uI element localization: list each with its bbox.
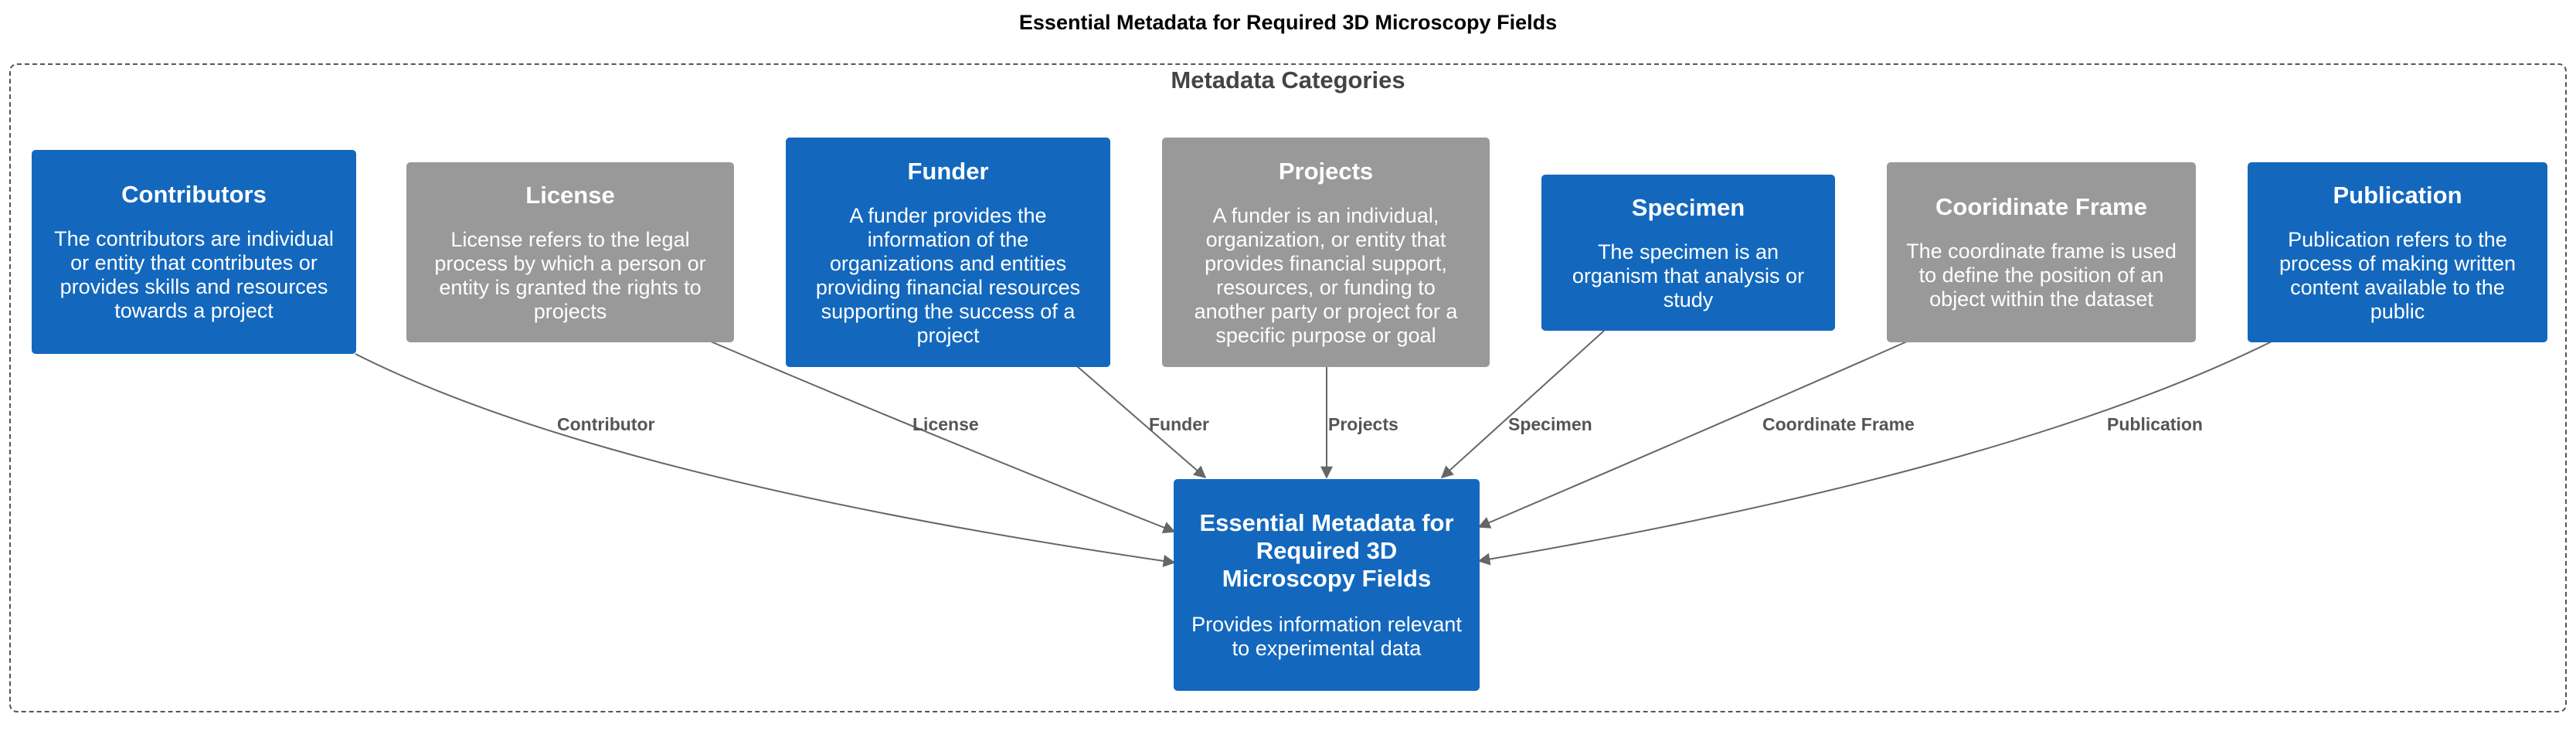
edge-label-funder: Funder: [1149, 414, 1209, 434]
category-title: Specimen: [1631, 193, 1745, 221]
edge-label-publication: Publication: [2107, 414, 2203, 434]
category-title: License: [525, 181, 615, 209]
category-title: Projects: [1278, 157, 1374, 185]
edge-funder: [1076, 366, 1207, 479]
edge-label-coordinate-frame: Coordinate Frame: [1762, 414, 1915, 434]
boundary-label: Metadata Categories: [1171, 66, 1405, 94]
edge-coordinate-frame: [1477, 341, 1908, 529]
category-description: The contributors are individual or entit…: [54, 227, 334, 322]
category-box-license: License License refers to the legal proc…: [406, 162, 734, 342]
edge-contributors: [355, 353, 1176, 567]
edge-license: [710, 341, 1176, 534]
target-title: Essential Metadata for Required 3D Micro…: [1199, 509, 1454, 592]
edge-label-specimen: Specimen: [1508, 414, 1592, 434]
target-box: Essential Metadata for Required 3D Micro…: [1174, 479, 1480, 691]
edge-label-contributor: Contributor: [557, 414, 655, 434]
category-description: Publication refers to the process of mak…: [2279, 227, 2517, 323]
edge-label-license: License: [912, 414, 979, 434]
category-box-specimen: Specimen The specimen is an organism tha…: [1541, 175, 1835, 331]
category-description: The coordinate frame is used to define t…: [1906, 240, 2177, 311]
category-title: Cooridinate Frame: [1935, 193, 2147, 220]
category-box-publication: Publication Publication refers to the pr…: [2248, 162, 2547, 342]
category-description: A funder is an individual, organization,…: [1194, 203, 1458, 347]
target-description: Provides information relevant to experim…: [1191, 613, 1462, 660]
category-box-funder: Funder A funder provides the information…: [786, 138, 1110, 367]
edge-publication: [1477, 341, 2272, 566]
metadata-categories-boundary: [9, 63, 2567, 712]
category-box-projects: Projects A funder is an individual, orga…: [1162, 138, 1490, 367]
category-box-coordinate-frame: Cooridinate Frame The coordinate frame i…: [1887, 162, 2196, 342]
edge-specimen: [1440, 330, 1605, 479]
category-title: Funder: [907, 157, 989, 185]
category-box-contributors: Contributors The contributors are indivi…: [32, 150, 356, 354]
category-description: A funder provides the information of the…: [815, 203, 1081, 347]
category-title: Contributors: [121, 181, 267, 208]
edge-label-projects: Projects: [1328, 414, 1398, 434]
category-title: Publication: [2333, 181, 2462, 209]
category-description: License refers to the legal process by w…: [434, 227, 706, 323]
category-description: The specimen is an organism that analysi…: [1572, 240, 1805, 311]
diagram-title: Essential Metadata for Required 3D Micro…: [1018, 11, 1558, 34]
